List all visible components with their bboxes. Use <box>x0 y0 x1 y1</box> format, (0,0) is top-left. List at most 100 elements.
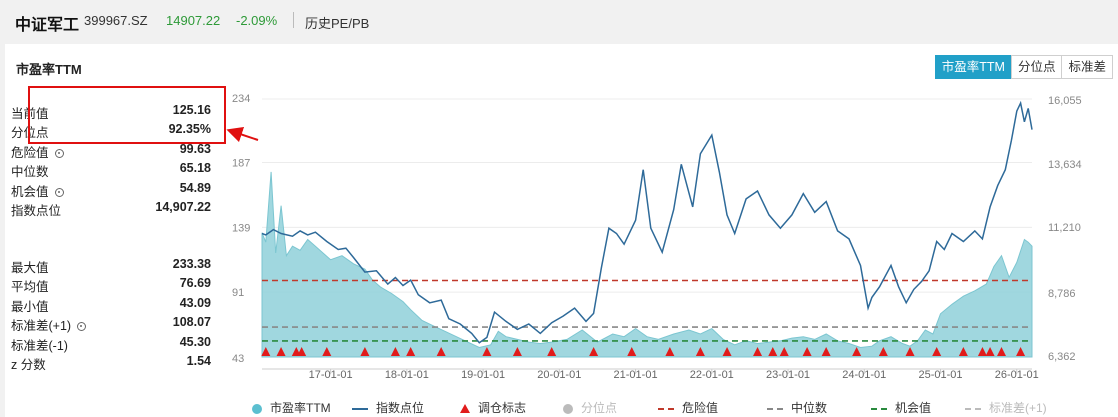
stat-value: 99.63 <box>179 142 211 156</box>
stat-value: 92.35% <box>168 122 211 136</box>
stat-value: 108.07 <box>172 315 211 329</box>
legend-dash-icon <box>871 407 887 410</box>
stat-row: 最小值 43.09 <box>11 294 211 314</box>
legend-triangle-icon <box>460 404 470 414</box>
adjust-marker <box>665 347 675 356</box>
stat-row: 标准差(-1) 45.30 <box>11 333 211 353</box>
adjust-marker <box>753 347 763 356</box>
right-axis-tick: 13,634 <box>1048 159 1082 171</box>
stat-label: 最小值 <box>11 296 49 315</box>
stat-label-text: z 分数 <box>11 358 46 372</box>
legend-item[interactable]: 机会值 <box>871 399 931 416</box>
stat-value: 65.18 <box>179 161 211 175</box>
tab-percentile[interactable]: 分位点 <box>1010 55 1063 79</box>
legend-dash-icon <box>767 407 783 410</box>
stat-row: 机会值 54.89 <box>11 179 211 199</box>
adjust-marker <box>932 347 942 356</box>
adjust-marker <box>547 347 557 356</box>
adjust-marker <box>821 347 831 356</box>
settings-gear-icon[interactable] <box>54 188 64 197</box>
stat-value: 43.09 <box>179 296 211 310</box>
stat-label: 机会值 <box>11 181 64 200</box>
legend-label: 指数点位 <box>376 401 425 415</box>
index-code: 399967.SZ <box>84 13 148 28</box>
adjust-marker <box>802 347 812 356</box>
x-axis-tick: 18-01-01 <box>385 369 429 381</box>
stat-label-text: 中位数 <box>11 165 49 179</box>
legend-item[interactable]: 市盈率TTM <box>252 399 331 416</box>
adjust-marker <box>768 347 778 356</box>
x-axis-tick: 17-01-01 <box>309 369 353 381</box>
legend-label: 中位数 <box>791 401 828 415</box>
tab-std-dev[interactable]: 标准差 <box>1061 55 1113 79</box>
legend-item[interactable]: 分位点 <box>563 399 617 416</box>
adjust-marker <box>977 347 987 356</box>
adjust-marker <box>1016 347 1026 356</box>
index-line-series <box>261 100 1033 344</box>
left-axis-tick: 139 <box>232 222 250 234</box>
stat-value: 45.30 <box>179 335 211 349</box>
x-axis-tick: 22-01-01 <box>690 369 734 381</box>
x-axis-tick: 24-01-01 <box>842 369 886 381</box>
adjust-marker <box>436 347 446 356</box>
stat-label-text: 平均值 <box>11 280 49 294</box>
stat-row: 指数点位 14,907.22 <box>11 198 211 218</box>
history-pe-pb-link[interactable]: 历史PE/PB <box>305 16 370 31</box>
legend-dot-icon <box>563 403 573 414</box>
adjust-marker <box>627 347 637 356</box>
index-change: -2.09% <box>236 13 278 28</box>
legend-item[interactable]: 调仓标志 <box>460 399 526 416</box>
tab-pe-ttm[interactable]: 市盈率TTM <box>934 55 1012 79</box>
stat-label-text: 危险值 <box>11 146 49 160</box>
header-divider <box>293 12 294 28</box>
legend-label: 标准差(+1) <box>989 401 1047 415</box>
stat-label: 最大值 <box>11 257 49 276</box>
x-axis-tick: 26-01-01 <box>995 369 1039 381</box>
legend-label: 调仓标志 <box>478 401 527 415</box>
adjust-marker <box>997 347 1007 356</box>
legend-label: 危险值 <box>682 401 719 415</box>
adjust-marker <box>589 347 599 356</box>
stat-row: 标准差(+1) 108.07 <box>11 313 211 333</box>
stat-label: z 分数 <box>11 354 46 373</box>
legend-item[interactable]: 标准差(+1) <box>965 399 1047 416</box>
adjust-marker <box>985 347 995 356</box>
stat-label-text: 最小值 <box>11 300 49 314</box>
right-axis-tick: 16,055 <box>1048 95 1082 107</box>
stat-value: 125.16 <box>172 103 211 117</box>
stat-label: 中位数 <box>11 161 49 180</box>
highlight-arrow <box>226 126 259 143</box>
x-axis-tick: 20-01-01 <box>537 369 581 381</box>
legend-item[interactable]: 中位数 <box>767 399 827 416</box>
adjust-marker <box>360 347 370 356</box>
stat-value: 54.89 <box>179 181 211 195</box>
settings-gear-icon[interactable] <box>77 322 87 331</box>
stat-label-text: 最大值 <box>11 261 49 275</box>
legend-dot-icon <box>252 403 262 414</box>
stat-label: 标准差(-1) <box>11 335 68 354</box>
stat-label: 标准差(+1) <box>11 315 87 334</box>
right-axis-tick: 11,210 <box>1048 222 1081 234</box>
header-bar: 中证军工 399967.SZ 14907.22 -2.09% 历史PE/PB <box>0 0 1118 40</box>
stat-label: 指数点位 <box>11 200 61 219</box>
x-axis-tick: 23-01-01 <box>766 369 810 381</box>
right-axis-tick: 8,786 <box>1048 288 1076 300</box>
stat-label-text: 机会值 <box>11 185 49 199</box>
x-axis-tick: 19-01-01 <box>461 369 505 381</box>
right-axis-tick: 6,362 <box>1048 351 1076 363</box>
stat-row: 中位数 65.18 <box>11 159 211 179</box>
legend-label: 市盈率TTM <box>270 401 331 415</box>
legend-item[interactable]: 危险值 <box>658 399 718 416</box>
adjust-marker <box>905 347 915 356</box>
stat-value: 14,907.22 <box>155 200 211 214</box>
legend-dash-icon <box>965 407 981 410</box>
stat-value: 76.69 <box>179 276 211 290</box>
left-axis-tick: 43 <box>232 353 244 365</box>
legend-dash-icon <box>658 407 674 410</box>
adjust-marker <box>722 347 732 356</box>
stat-value: 1.54 <box>186 354 211 368</box>
legend-item[interactable]: 指数点位 <box>352 399 424 416</box>
settings-gear-icon[interactable] <box>54 149 64 158</box>
adjust-marker <box>512 347 522 356</box>
legend-label: 分位点 <box>581 401 618 415</box>
